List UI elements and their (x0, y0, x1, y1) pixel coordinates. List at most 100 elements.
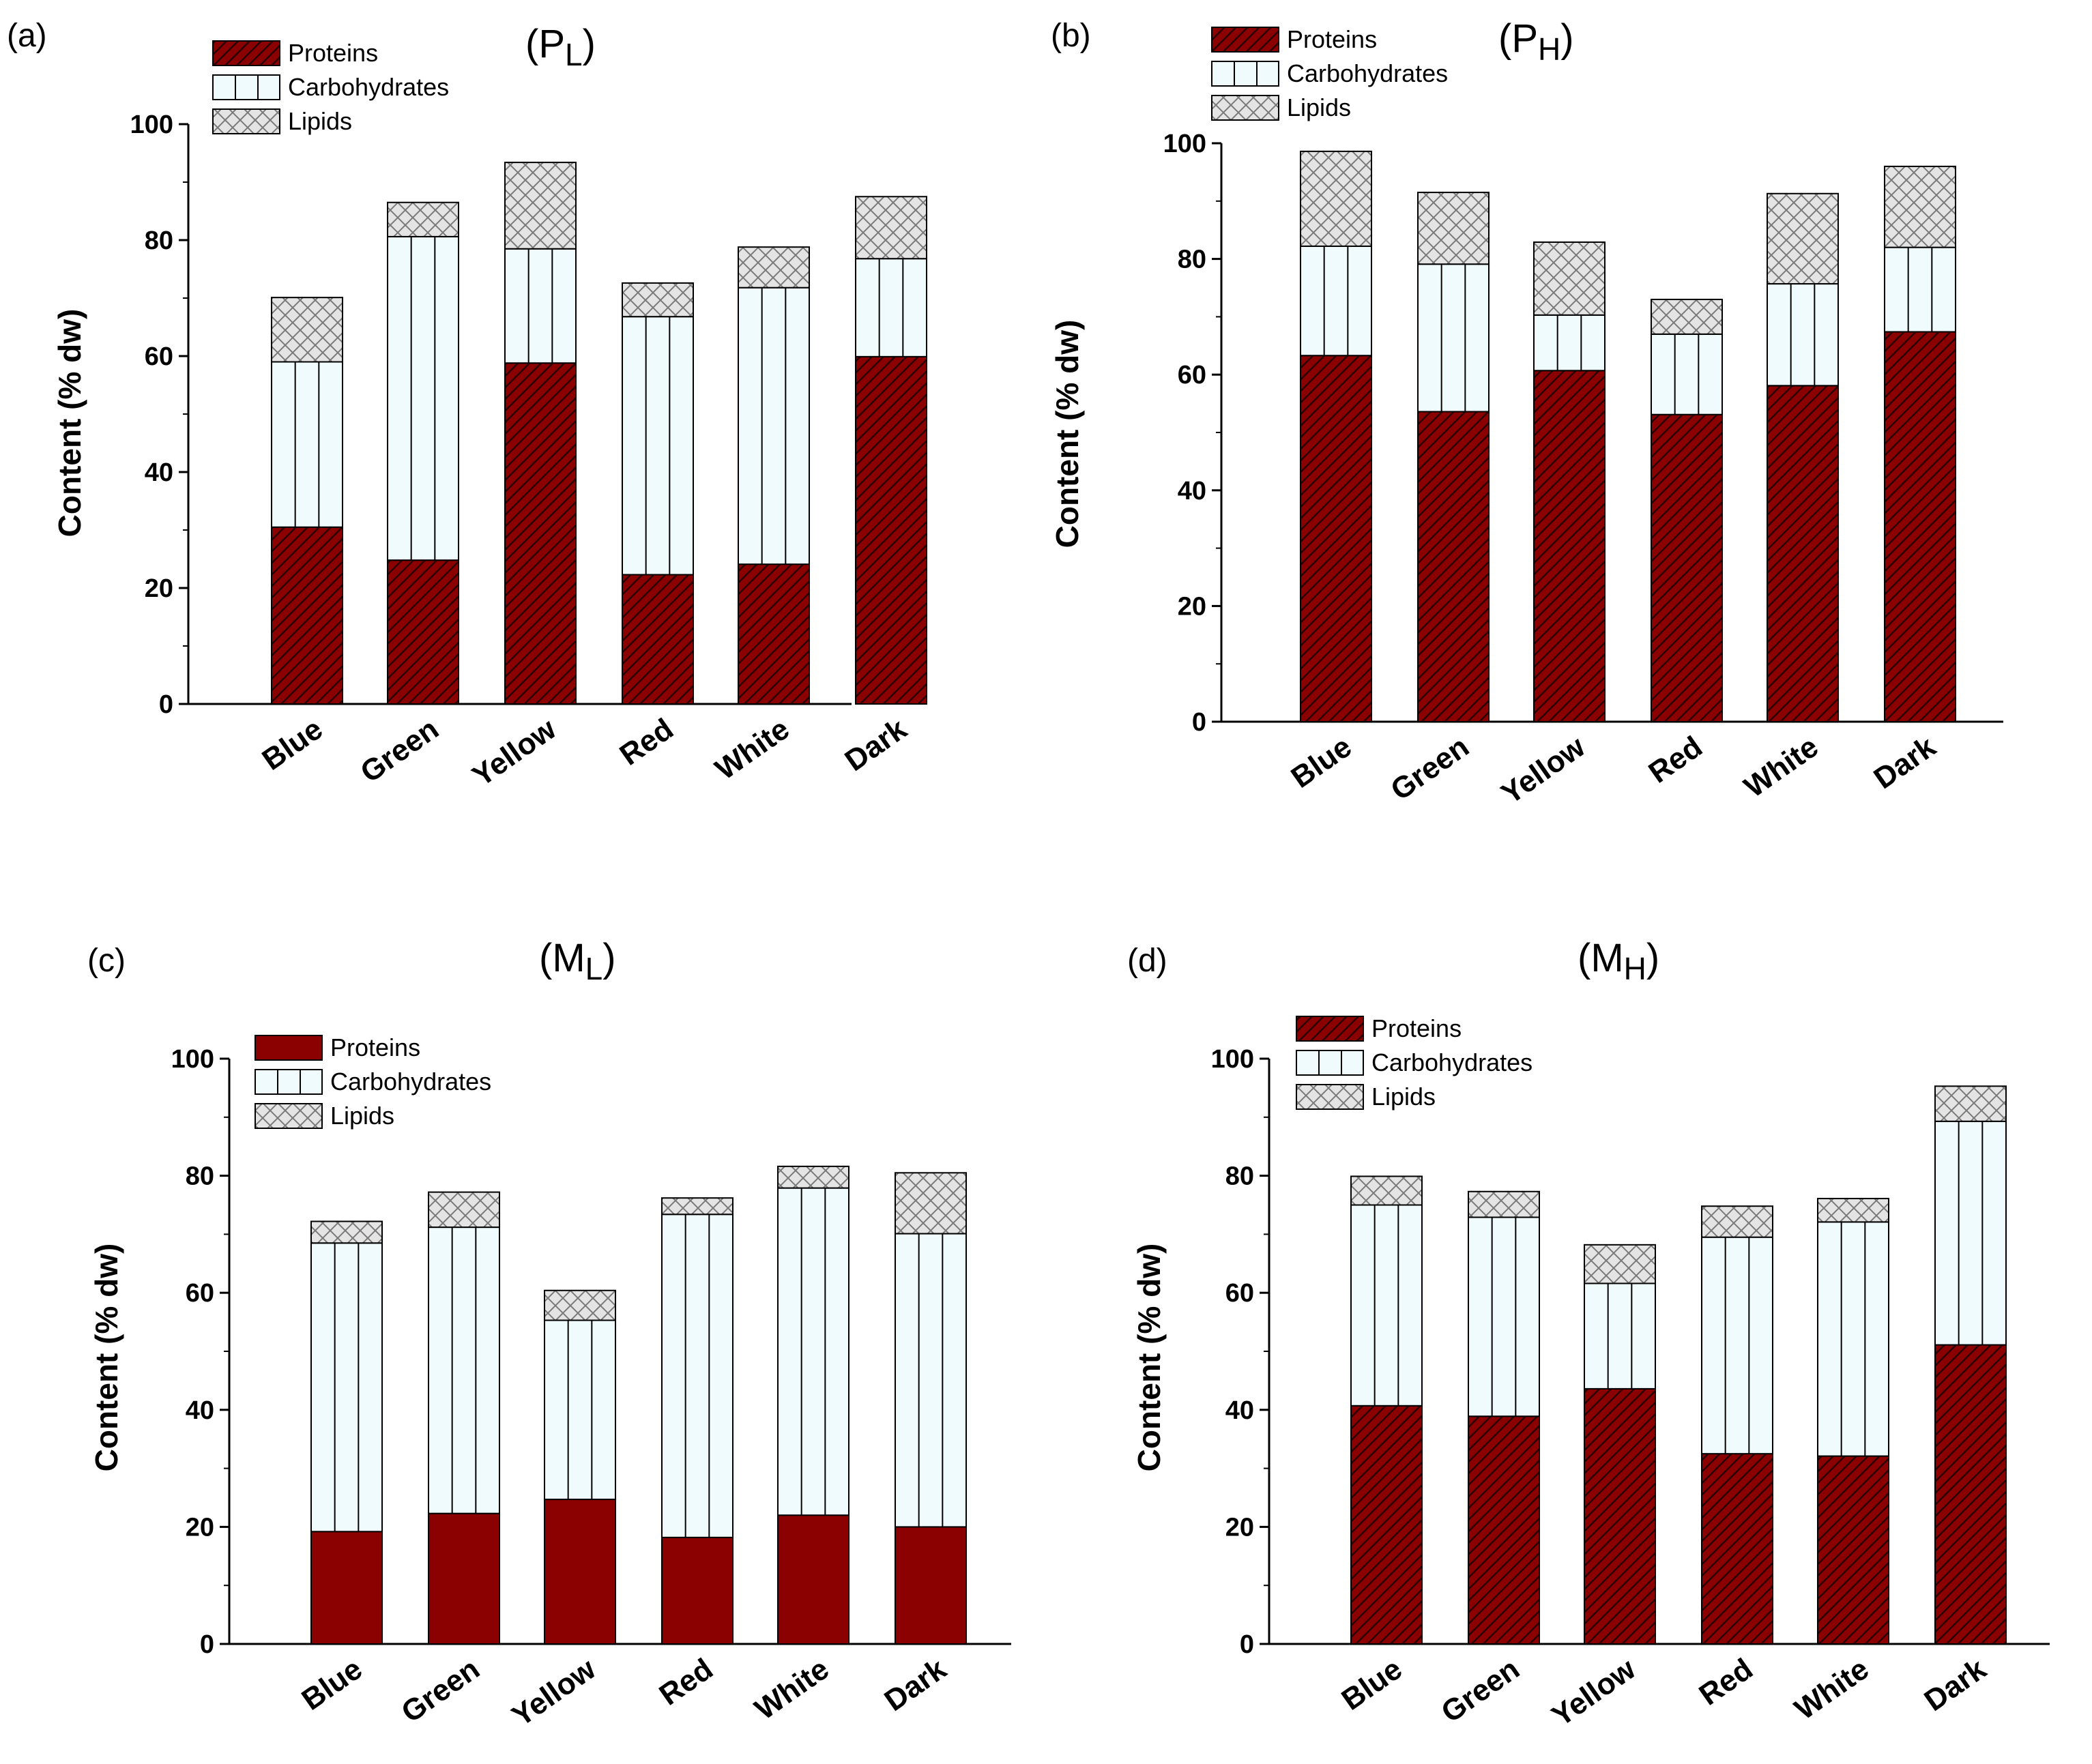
legend-label-carbohydrates: Carbohydrates (1371, 1048, 1532, 1076)
chart-panel-a: (a) (PL) Content (% dw) 0 20 40 60 80 100 Blue… (7, 18, 927, 793)
legend-label-proteins: Proteins (288, 39, 378, 67)
bar-proteins-red (661, 1536, 733, 1645)
bar-carbohydrates-blue (1350, 1204, 1423, 1407)
chart-panel-d: (d) (MH) Content (% dw) 0 20 40 60 80 100 Blue… (1127, 936, 2050, 1733)
bar-carbohydrates-yellow (544, 1319, 616, 1501)
bar-lipids-red (1701, 1205, 1773, 1238)
legend-swatch-carbohydrates (1296, 1050, 1364, 1076)
bar-proteins-blue (271, 526, 343, 705)
bar-proteins-yellow (504, 362, 577, 705)
legend: Proteins Carbohydrates Lipids (1211, 25, 1448, 121)
x-tick-label: Green (395, 1652, 485, 1729)
x-tick-label: Yellow (506, 1652, 602, 1733)
bar-lipids-white (777, 1165, 849, 1189)
panel-title-main: M (552, 936, 585, 980)
x-tick-label: Dark (1868, 730, 1942, 796)
bar-proteins-red (1651, 413, 1723, 722)
bar-lipids-red (622, 282, 694, 318)
y-tick-label: 100 (1163, 130, 1206, 158)
bar-proteins-white (738, 563, 810, 705)
bar-proteins-blue (310, 1531, 383, 1645)
y-tick-label: 0 (159, 690, 173, 719)
x-tick-label: Red (654, 1652, 719, 1712)
panel-title: (PL) (525, 22, 596, 72)
bar-carbohydrates-dark (1884, 246, 1956, 333)
panel-letter: (a) (7, 18, 47, 54)
panel-title-subscript: H (1624, 951, 1646, 986)
bar-proteins-yellow (1584, 1387, 1656, 1645)
y-tick-label: 60 (145, 342, 173, 371)
x-tick-label: Red (1694, 1652, 1759, 1712)
y-tick-label: 40 (145, 458, 173, 487)
y-tick-label: 40 (1178, 477, 1206, 505)
bar-carbohydrates-green (428, 1226, 500, 1514)
x-tick-label: Red (1643, 730, 1709, 790)
y-tick-label: 60 (1178, 361, 1206, 389)
bar-carbohydrates-blue (310, 1242, 383, 1533)
x-tick-label: Blue (1336, 1652, 1408, 1717)
bar-carbohydrates-red (622, 316, 694, 576)
legend-label-carbohydrates: Carbohydrates (330, 1068, 491, 1096)
bar-proteins-green (1468, 1415, 1540, 1645)
bar-carbohydrates-yellow (1533, 314, 1606, 372)
bar-proteins-white (1767, 385, 1839, 722)
bar-carbohydrates-white (1817, 1221, 1889, 1457)
bar-lipids-green (1417, 192, 1490, 265)
bar-proteins-yellow (544, 1499, 616, 1645)
bar-carbohydrates-dark (895, 1233, 967, 1528)
y-tick-label: 40 (1225, 1396, 1254, 1425)
y-axis-title: Content (% dw) (1131, 1244, 1167, 1472)
y-tick-label: 20 (1225, 1513, 1254, 1542)
bar-lipids-white (1767, 192, 1839, 285)
chart-panel-c: (c) (ML) Content (% dw) 0 20 40 60 80 100 Blue… (87, 936, 1011, 1733)
bar-proteins-blue (1300, 355, 1372, 722)
y-tick-label: 20 (186, 1513, 214, 1542)
x-tick-label: Yellow (1545, 1652, 1642, 1733)
x-tick-label: Yellow (1495, 730, 1591, 811)
bar-carbohydrates-yellow (504, 248, 577, 364)
panel-title-subscript: H (1538, 31, 1560, 67)
bar-carbohydrates-blue (271, 361, 343, 528)
panel-title: (PH) (1498, 16, 1574, 67)
bar-carbohydrates-blue (1300, 245, 1372, 357)
legend-swatch-proteins (1296, 1016, 1364, 1042)
x-tick-label: Dark (878, 1652, 953, 1718)
legend-label-proteins: Proteins (1371, 1014, 1462, 1042)
legend-swatch-lipids (255, 1103, 323, 1129)
bar-lipids-yellow (544, 1289, 616, 1321)
legend-swatch-lipids (212, 108, 280, 134)
bars (1300, 150, 1956, 722)
bar-carbohydrates-white (777, 1187, 849, 1516)
bar-lipids-white (738, 246, 810, 289)
panel-title-main: P (1511, 16, 1538, 61)
panel-title-main: P (538, 22, 565, 66)
bar-lipids-dark (1934, 1085, 2007, 1122)
x-tick-label: White (1789, 1652, 1875, 1726)
x-tick-label: Blue (257, 712, 329, 777)
y-tick-label: 80 (186, 1162, 214, 1191)
bar-carbohydrates-red (1701, 1236, 1773, 1455)
bar-carbohydrates-green (387, 235, 459, 561)
bar-carbohydrates-red (1651, 333, 1723, 415)
bar-proteins-white (1817, 1455, 1889, 1645)
y-tick-label: 20 (1178, 592, 1206, 621)
legend: Proteins Carbohydrates Lipids (212, 39, 449, 135)
bar-proteins-dark (855, 355, 927, 705)
y-axis-title: Content (% dw) (52, 309, 87, 538)
legend-swatch-proteins (255, 1035, 323, 1061)
bar-carbohydrates-green (1468, 1216, 1540, 1417)
x-tick-label: Dark (839, 712, 913, 778)
bar-lipids-green (387, 201, 459, 237)
bar-proteins-green (1417, 411, 1490, 722)
y-tick-label: 80 (145, 226, 173, 255)
panel-title-subscript: L (565, 37, 583, 72)
bar-carbohydrates-dark (1934, 1120, 2007, 1346)
legend-label-proteins: Proteins (330, 1033, 420, 1061)
bar-lipids-white (1817, 1198, 1889, 1223)
bar-proteins-red (622, 574, 694, 705)
x-tick-label: Blue (296, 1652, 368, 1717)
y-tick-label: 0 (1192, 708, 1206, 737)
x-tick-label: Green (354, 712, 444, 789)
x-tick-label: Green (1435, 1652, 1525, 1729)
